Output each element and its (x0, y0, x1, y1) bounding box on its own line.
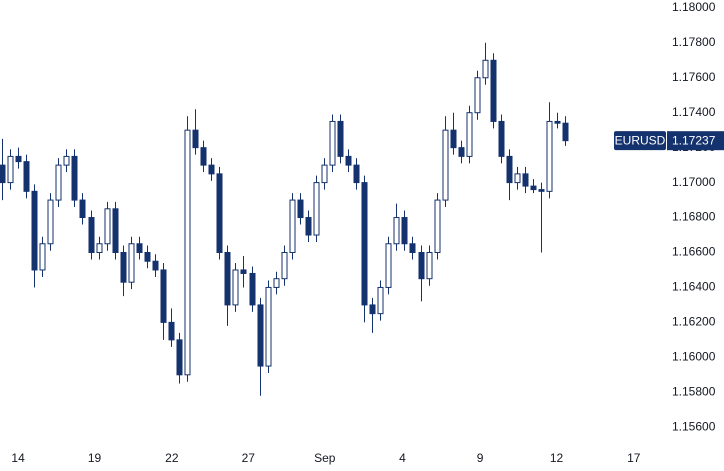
candle-body (409, 243, 416, 253)
candle-body (498, 120, 505, 157)
candle-body (184, 129, 191, 376)
price-tag: EURUSD 1.17237 (614, 131, 724, 151)
candle-body (506, 155, 513, 184)
candle-body (297, 199, 304, 219)
candle-body (160, 269, 167, 323)
candle-body (168, 321, 175, 341)
candle-body (426, 251, 433, 280)
candle-body (71, 155, 78, 201)
candle-body (321, 164, 328, 184)
x-tick-label: 9 (477, 451, 484, 465)
candle-body (345, 155, 352, 166)
candle-body (192, 129, 199, 149)
candle-body (265, 286, 272, 367)
y-tick-label: 1.17800 (672, 35, 716, 49)
y-tick-label: 1.17600 (672, 70, 716, 84)
y-tick-label: 1.17400 (672, 105, 716, 119)
candle-body (39, 243, 46, 271)
candle-body (63, 155, 70, 166)
candle-body (144, 251, 151, 262)
symbol-tag-bg (614, 131, 666, 151)
x-tick-label: 19 (88, 451, 102, 465)
x-tick-label: 17 (627, 451, 641, 465)
candle-body (482, 59, 489, 79)
candle-body (47, 199, 54, 245)
candle-body (289, 199, 296, 253)
candle-body (538, 189, 545, 192)
candle-body (112, 208, 119, 253)
candle-body (418, 251, 425, 280)
candle-body (554, 120, 561, 124)
candle-body (546, 120, 553, 192)
candle-body (281, 251, 288, 280)
candle-body (522, 173, 529, 187)
candle-body (23, 161, 30, 192)
y-tick-label: 1.16600 (672, 245, 716, 259)
price-tag-label: 1.17237 (672, 133, 716, 147)
candle-body (176, 339, 183, 376)
x-tick-label: 4 (399, 451, 406, 465)
candle-body (200, 147, 207, 166)
candle-body (15, 155, 22, 163)
candle-body (369, 304, 376, 315)
candle-body (240, 269, 247, 274)
candle-body (434, 199, 441, 253)
candle-body (450, 129, 457, 149)
candle-body (55, 164, 62, 201)
candle-body (313, 182, 320, 236)
candle-body (377, 286, 384, 315)
price-tag-bg (667, 131, 724, 151)
candle-body (442, 129, 449, 201)
candle-body (120, 251, 127, 283)
x-tick-label: 27 (242, 451, 256, 465)
candle-body (249, 272, 256, 306)
candle-body (514, 173, 521, 184)
candle-body (136, 243, 143, 253)
candle-body (361, 182, 368, 306)
candle-body (530, 185, 537, 191)
y-tick-label: 1.18000 (672, 0, 716, 14)
candle-body (208, 164, 215, 175)
x-tick-label: 22 (165, 451, 179, 465)
candle-body (329, 120, 336, 166)
candle-body (79, 199, 86, 219)
x-tick-label: 12 (550, 451, 564, 465)
candle-body (96, 243, 103, 253)
candle-body (88, 217, 95, 253)
candle-body (490, 59, 497, 122)
y-tick-label: 1.16400 (672, 280, 716, 294)
y-tick-label: 1.15800 (672, 384, 716, 398)
candle-body (7, 155, 14, 184)
candle-body (232, 269, 239, 306)
y-tick-label: 1.16000 (672, 350, 716, 364)
candle-body (224, 251, 231, 306)
candle-body (562, 122, 569, 142)
candle-body (353, 164, 360, 184)
candle-body (0, 164, 6, 184)
candle-body (458, 147, 465, 157)
candle-body (337, 120, 344, 157)
candle-body (257, 304, 264, 367)
candle-body (474, 77, 481, 114)
candle-body (31, 190, 38, 271)
y-tick-label: 1.15600 (672, 419, 716, 433)
y-tick-label: 1.17000 (672, 175, 716, 189)
candle-body (466, 112, 473, 157)
y-tick-label: 1.16200 (672, 315, 716, 329)
candle-body (152, 260, 159, 271)
candle-body (128, 243, 135, 283)
candle-body (385, 243, 392, 288)
candle-body (273, 278, 280, 288)
x-tick-label: 14 (11, 451, 25, 465)
candle-body (216, 173, 223, 253)
candle-body (393, 217, 400, 245)
y-tick-label: 1.16800 (672, 210, 716, 224)
candle-body (305, 217, 312, 236)
x-tick-label: Sep (314, 451, 336, 465)
symbol-tag: EURUSD (615, 133, 666, 147)
candle-body (104, 208, 111, 245)
candle-body (401, 217, 408, 245)
